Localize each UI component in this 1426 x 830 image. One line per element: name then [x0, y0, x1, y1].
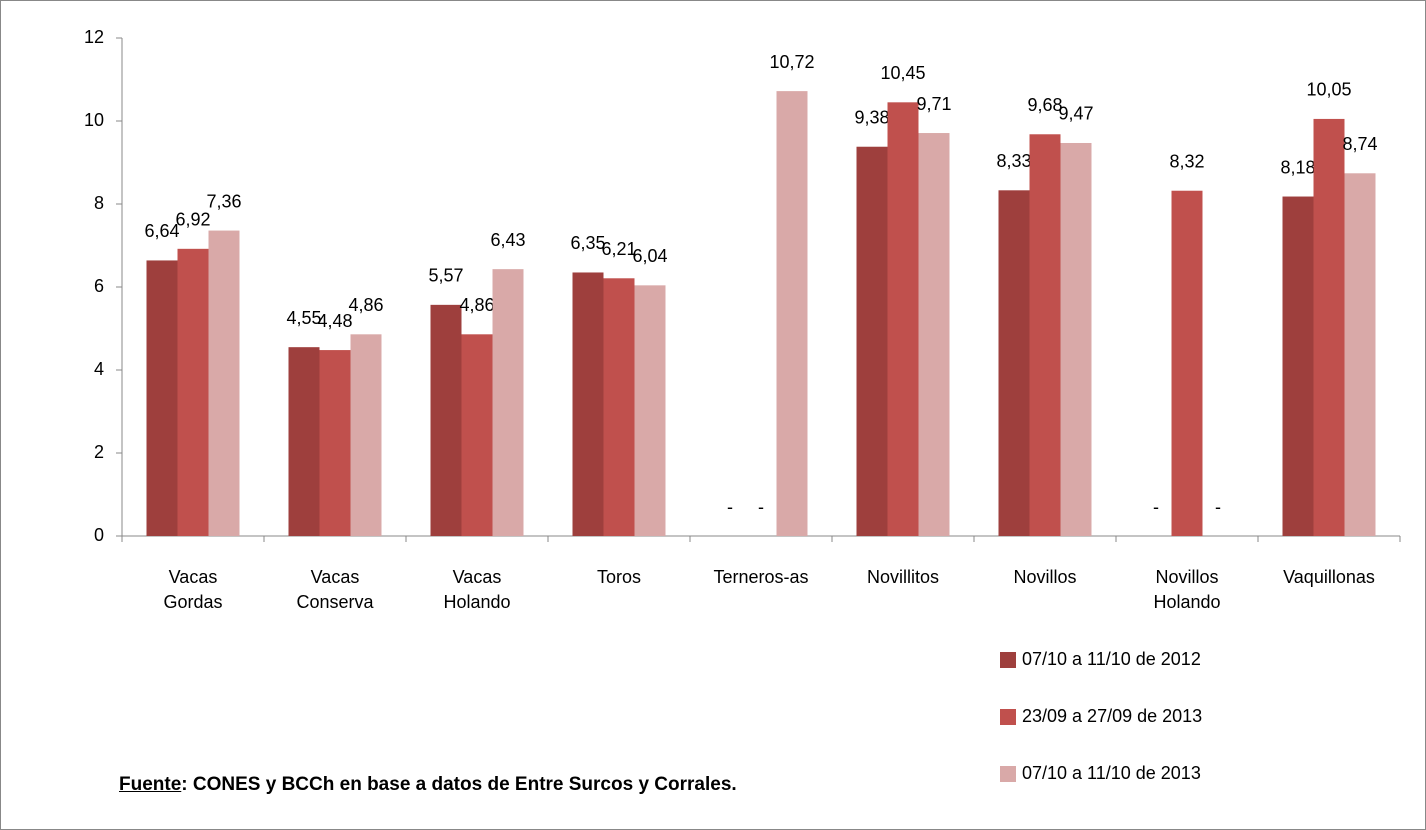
- x-tick-label: Novillos Holando: [1153, 567, 1221, 612]
- bar: [856, 146, 888, 537]
- value-label: 6,21: [601, 239, 636, 259]
- legend-swatch: [1000, 765, 1016, 782]
- value-label: 4,48: [317, 311, 352, 331]
- bar: [177, 248, 209, 536]
- value-label: 4,86: [459, 295, 494, 315]
- legend-entry: 07/10 a 11/10 de 2012: [1000, 649, 1201, 670]
- x-tick-label: Toros: [596, 567, 641, 587]
- bar: [1060, 142, 1092, 536]
- bar: [430, 304, 462, 536]
- legend-entry: 23/09 a 27/09 de 2013: [1000, 706, 1202, 727]
- value-label: 6,92: [175, 210, 210, 230]
- bar: [146, 260, 178, 536]
- x-tick-label: Vacas Holando: [443, 567, 511, 612]
- bar: [288, 347, 320, 536]
- legend-label: 23/09 a 27/09 de 2013: [1022, 706, 1203, 726]
- value-label: 6,64: [144, 221, 179, 241]
- legend-label: 07/10 a 11/10 de 2012: [1022, 649, 1201, 669]
- source-label: Fuente: [119, 774, 182, 795]
- value-label: 5,57: [428, 266, 463, 286]
- bar: [1029, 134, 1061, 536]
- bar: [319, 350, 351, 536]
- x-tick-label: Vacas Conserva: [296, 567, 374, 612]
- value-label: 8,74: [1342, 134, 1377, 154]
- bar: [572, 272, 604, 536]
- y-tick-label: 8: [94, 193, 104, 213]
- value-label: 9,71: [916, 94, 951, 114]
- x-tick-label: Novillos: [1013, 567, 1077, 587]
- value-label: 4,86: [348, 295, 383, 315]
- value-label: 8,18: [1280, 157, 1315, 177]
- value-label: -: [1215, 497, 1221, 517]
- x-tick-label: Terneros-as: [713, 567, 809, 587]
- value-label: -: [758, 497, 764, 517]
- value-label: -: [1153, 497, 1159, 517]
- legend-swatch: [1000, 651, 1016, 668]
- bar: [887, 102, 919, 536]
- y-tick-label: 4: [94, 359, 104, 379]
- bar: [603, 278, 635, 536]
- x-tick-label: Vacas Gordas: [163, 567, 223, 612]
- y-tick-label: 2: [94, 442, 104, 462]
- bar: [634, 285, 666, 536]
- bar: [461, 334, 493, 536]
- value-label: 10,45: [880, 63, 925, 83]
- y-tick-label: 6: [94, 276, 104, 296]
- value-label: 10,72: [769, 52, 814, 72]
- legend-label: 07/10 a 11/10 de 2013: [1022, 763, 1201, 783]
- legend-entry: 07/10 a 11/10 de 2013: [1000, 763, 1201, 784]
- value-label: 8,33: [996, 151, 1031, 171]
- value-label: 9,38: [854, 107, 889, 127]
- bar: [492, 269, 524, 536]
- value-label: 9,68: [1027, 95, 1062, 115]
- bar: [208, 230, 240, 536]
- value-label: 10,05: [1306, 80, 1351, 100]
- x-tick-label: Vaquillonas: [1283, 567, 1375, 587]
- source-text: : CONES y BCCh en base a datos de Entre …: [181, 774, 737, 795]
- bar: [1171, 190, 1203, 536]
- bar: [998, 190, 1030, 536]
- value-label: 8,32: [1169, 151, 1204, 171]
- value-label: 6,43: [490, 230, 525, 250]
- value-label: 7,36: [206, 191, 241, 211]
- bar: [1282, 196, 1314, 536]
- y-tick-label: 10: [84, 110, 104, 130]
- value-label: 6,04: [632, 246, 667, 266]
- x-tick-label: Novillitos: [866, 567, 940, 587]
- value-label: 4,55: [286, 308, 321, 328]
- value-label: 9,47: [1058, 104, 1093, 124]
- bar: [1313, 118, 1345, 537]
- y-tick-label: 12: [84, 27, 104, 47]
- bar: [350, 334, 382, 536]
- bar: [1344, 173, 1376, 537]
- source-note: Fuente: CONES y BCCh en base a datos de …: [119, 774, 737, 796]
- legend-swatch: [1000, 708, 1016, 725]
- bar: [776, 91, 808, 537]
- y-tick-label: 0: [94, 525, 104, 545]
- value-label: 6,35: [570, 233, 605, 253]
- value-label: -: [727, 497, 733, 517]
- bar: [918, 133, 950, 536]
